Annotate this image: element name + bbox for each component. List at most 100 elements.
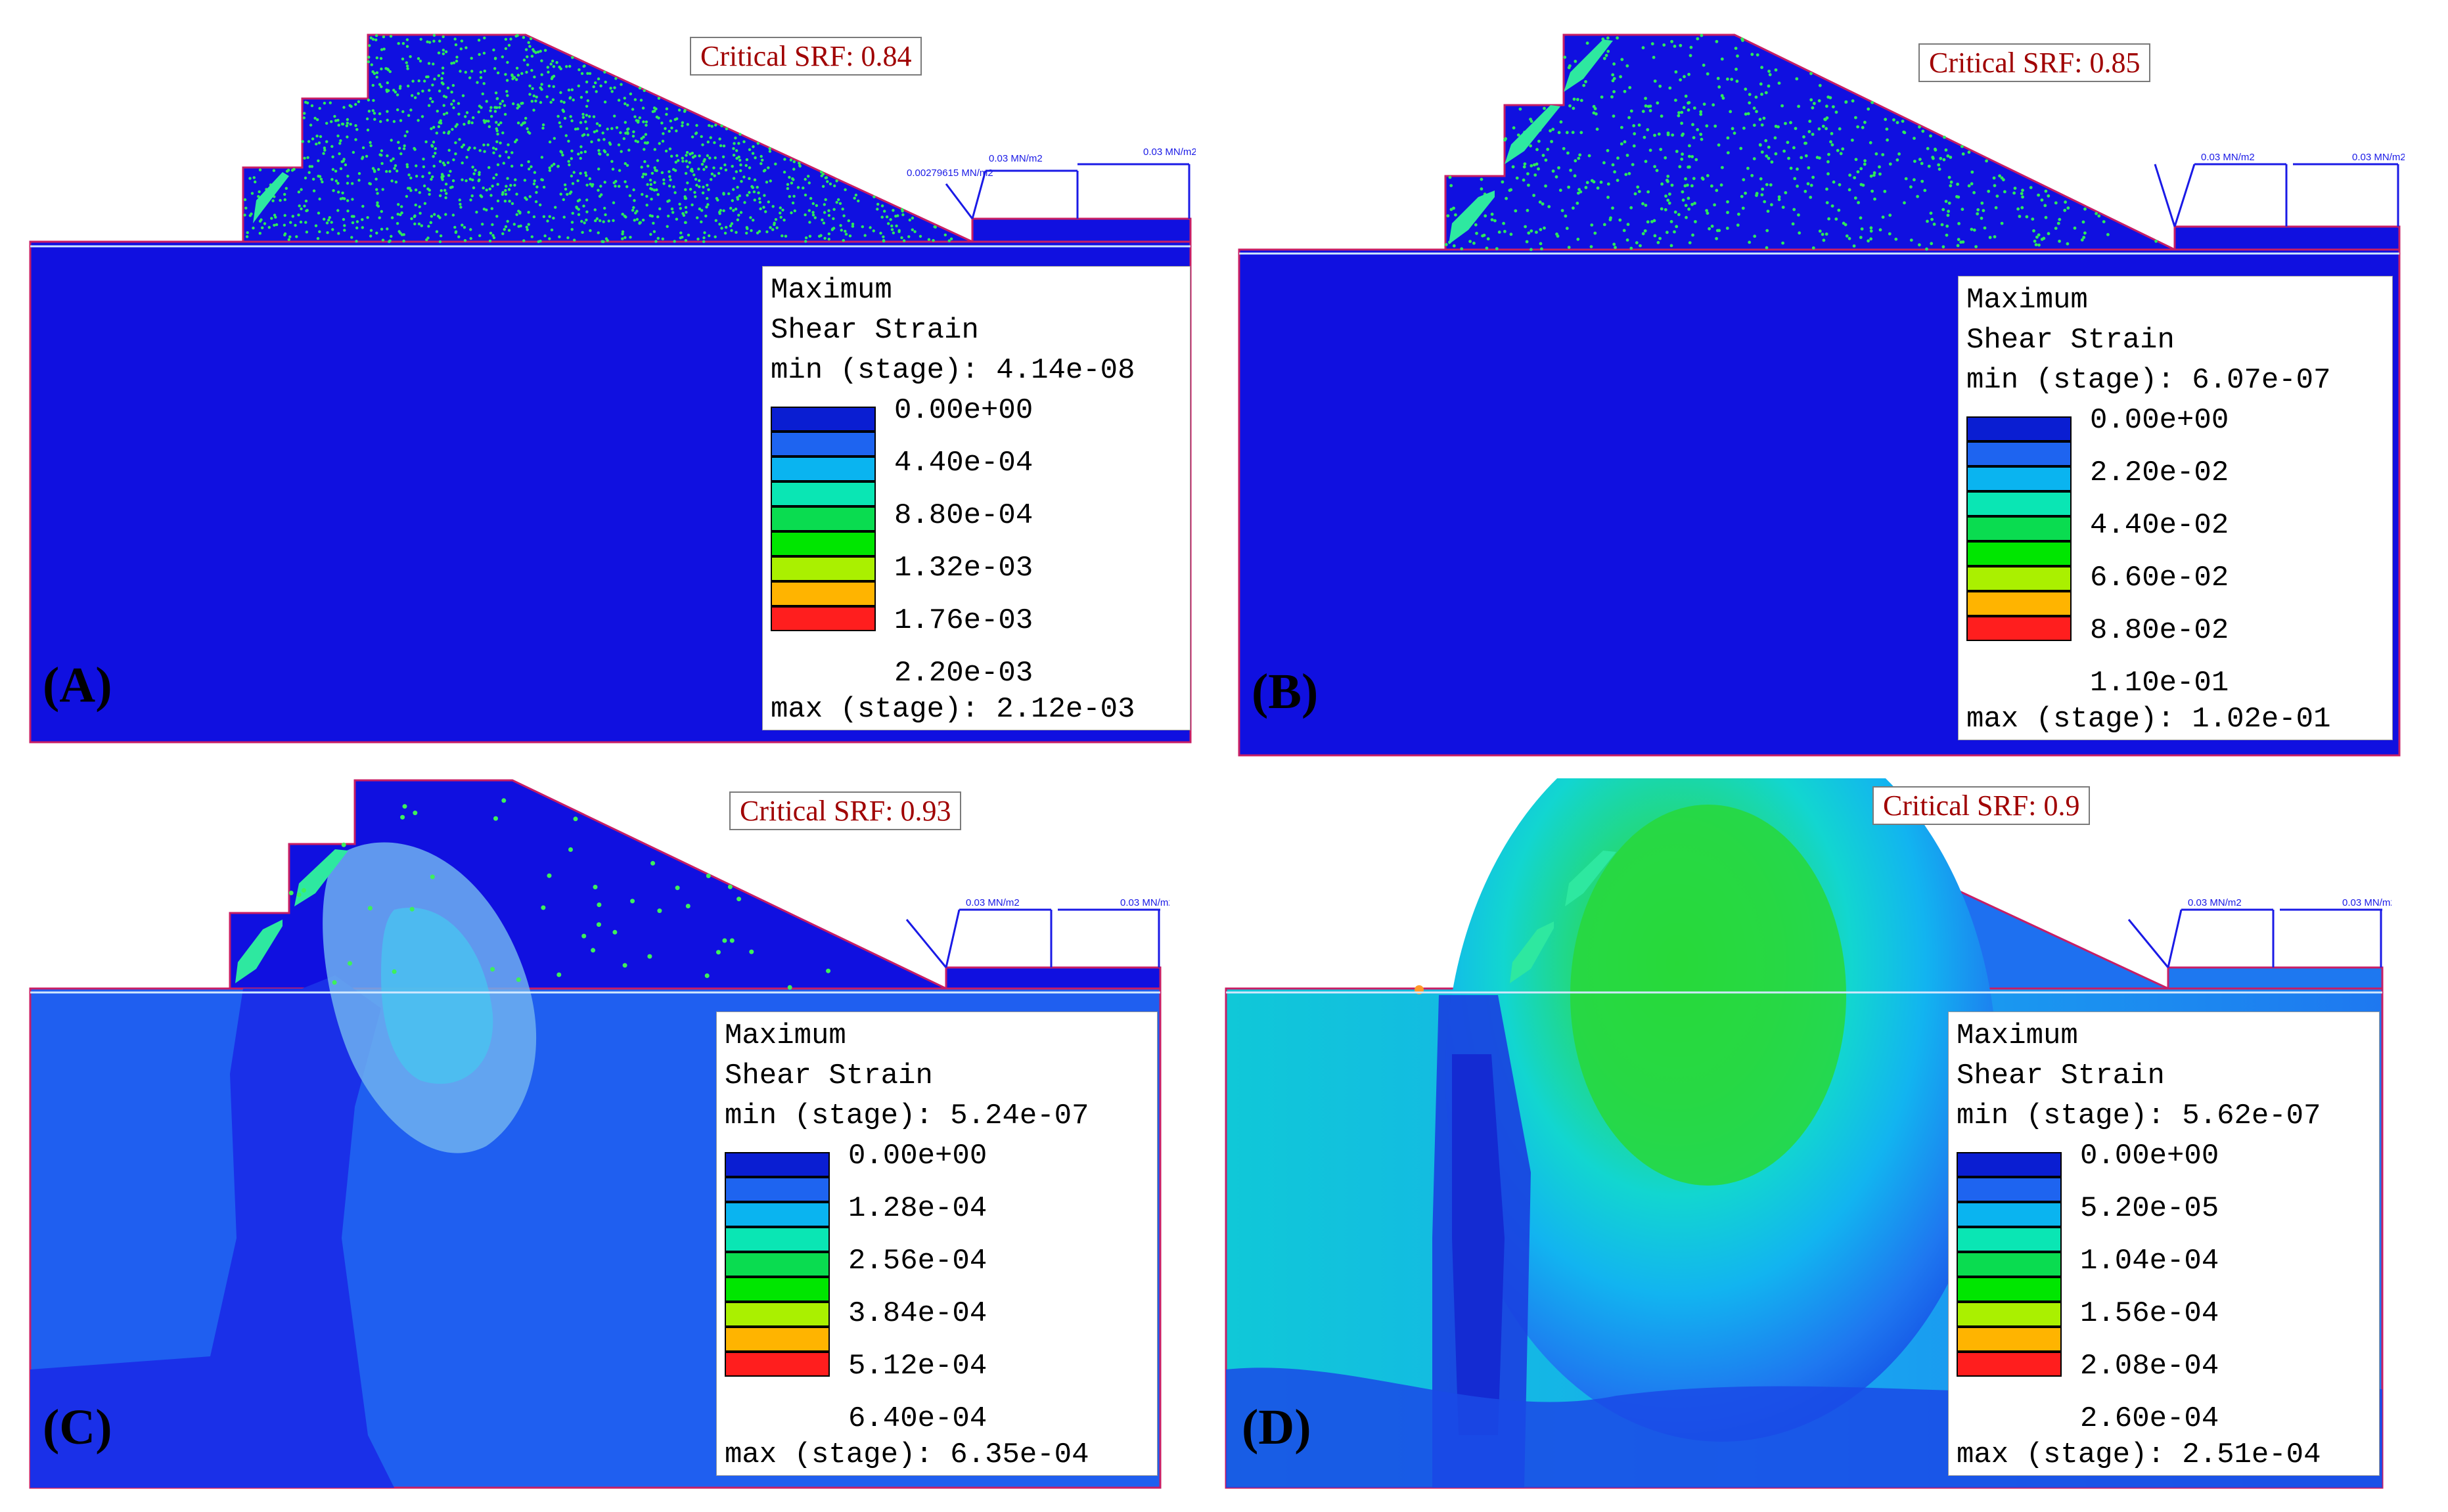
strain-speckle-dot [303,204,306,208]
strain-speckle-dot [535,190,538,194]
strain-speckle-dot [1826,172,1830,176]
legend-title-2: Shear Strain [1957,1059,2165,1092]
strain-speckle-dot [378,216,381,219]
strain-speckle-dot [556,972,562,977]
strain-speckle-dot [1867,107,1870,111]
legend-tick: 6.40e-04 [848,1402,987,1435]
legend-tick: 2.20e-02 [2090,456,2229,489]
legend-title-2: Shear Strain [1966,324,2175,357]
strain-speckle-dot [1590,223,1594,227]
strain-speckle-dot [452,61,456,64]
panel-b: 0.03 MN/m2 0.03 MN/m2 Critical SRF: 0.85… [1235,33,2405,762]
strain-speckle-dot [307,171,311,174]
strain-speckle-dot [440,81,444,85]
strain-speckle-dot [612,201,616,204]
strain-speckle-dot [571,56,574,59]
strain-speckle-dot [1929,134,1932,138]
strain-speckle-dot [685,211,688,214]
strain-speckle-dot [588,177,591,181]
strain-speckle-dot [869,226,872,229]
load-label-d-1: 0.03 MN/m2 [2188,897,2242,908]
strain-speckle-dot [1673,45,1677,48]
strain-speckle-dot [1913,178,1916,182]
strain-speckle-dot [1584,80,1587,83]
strain-speckle-dot [1994,206,1998,210]
strain-speckle-dot [684,171,688,175]
strain-speckle-dot [681,211,685,215]
strain-speckle-dot [1947,175,1951,179]
strain-speckle-dot [325,140,329,143]
strain-speckle-dot [1755,110,1758,114]
strain-speckle-dot [1987,189,1991,193]
strain-speckle-dot [1546,148,1550,151]
strain-speckle-dot [876,202,880,206]
strain-speckle-dot [1596,186,1600,190]
strain-speckle-dot [597,189,600,192]
strain-speckle-dot [476,81,479,84]
strain-speckle-dot [470,56,473,60]
strain-speckle-dot [585,127,589,130]
strain-speckle-dot [2083,207,2087,211]
strain-speckle-dot [606,127,609,131]
strain-speckle-dot [1688,144,1691,148]
strain-speckle-dot [459,70,462,73]
strain-speckle-dot [842,238,846,242]
strain-speckle-dot [488,187,491,190]
strain-speckle-dot [822,221,826,225]
strain-speckle-dot [838,202,842,205]
strain-speckle-dot [1760,123,1764,127]
strain-speckle-dot [369,36,373,39]
strain-speckle-dot [375,71,379,74]
strain-speckle-dot [691,152,694,155]
strain-speckle-dot [669,178,672,181]
strain-speckle-dot [507,229,511,232]
strain-speckle-dot [417,92,420,95]
strain-speckle-dot [540,83,543,86]
strain-speckle-dot [506,177,509,180]
strain-speckle-dot [798,162,801,165]
strain-speckle-dot [1825,104,1828,108]
strain-speckle-dot [499,102,502,106]
strain-speckle-dot [1671,133,1675,137]
strain-speckle-dot [774,162,777,166]
strain-speckle-dot [504,73,507,76]
strain-speckle-dot [482,51,486,55]
strain-speckle-dot [796,186,800,189]
strain-speckle-dot [739,169,742,173]
strain-speckle-dot [510,202,514,206]
strain-speckle-dot [1694,220,1697,223]
strain-speckle-dot [835,179,838,183]
strain-speckle-dot [1918,125,1921,129]
strain-speckle-dot [407,173,411,177]
legend-min: min (stage): 5.62e-07 [1957,1100,2321,1132]
strain-speckle-dot [556,114,560,118]
strain-speckle-dot [1825,127,1828,131]
strain-speckle-dot [1480,187,1484,191]
strain-speckle-dot [409,55,412,58]
strain-speckle-dot [413,222,417,226]
strain-speckle-dot [1684,204,1688,208]
strain-speckle-dot [686,165,689,169]
strain-speckle-dot [623,102,627,106]
legend-title-2: Shear Strain [771,314,979,347]
strain-speckle-dot [1834,217,1838,221]
strain-speckle-dot [642,172,645,176]
strain-speckle-dot [368,182,371,185]
strain-speckle-dot [1740,194,1744,198]
strain-speckle-dot [700,209,704,212]
strain-speckle-dot [1932,156,1935,160]
strain-speckle-dot [1956,183,1959,186]
strain-speckle-dot [336,134,340,138]
strain-speckle-dot [706,154,710,158]
strain-speckle-dot [444,50,448,53]
strain-speckle-dot [1582,83,1586,87]
strain-speckle-dot [694,132,698,135]
strain-speckle-dot [1646,220,1650,224]
strain-speckle-dot [727,192,731,196]
strain-speckle-dot [415,175,419,178]
strain-speckle-dot [1916,194,1919,198]
strain-speckle-dot [432,62,435,66]
strain-speckle-dot [1560,209,1564,212]
strain-speckle-dot [1662,43,1666,47]
strain-speckle-dot [595,122,599,125]
